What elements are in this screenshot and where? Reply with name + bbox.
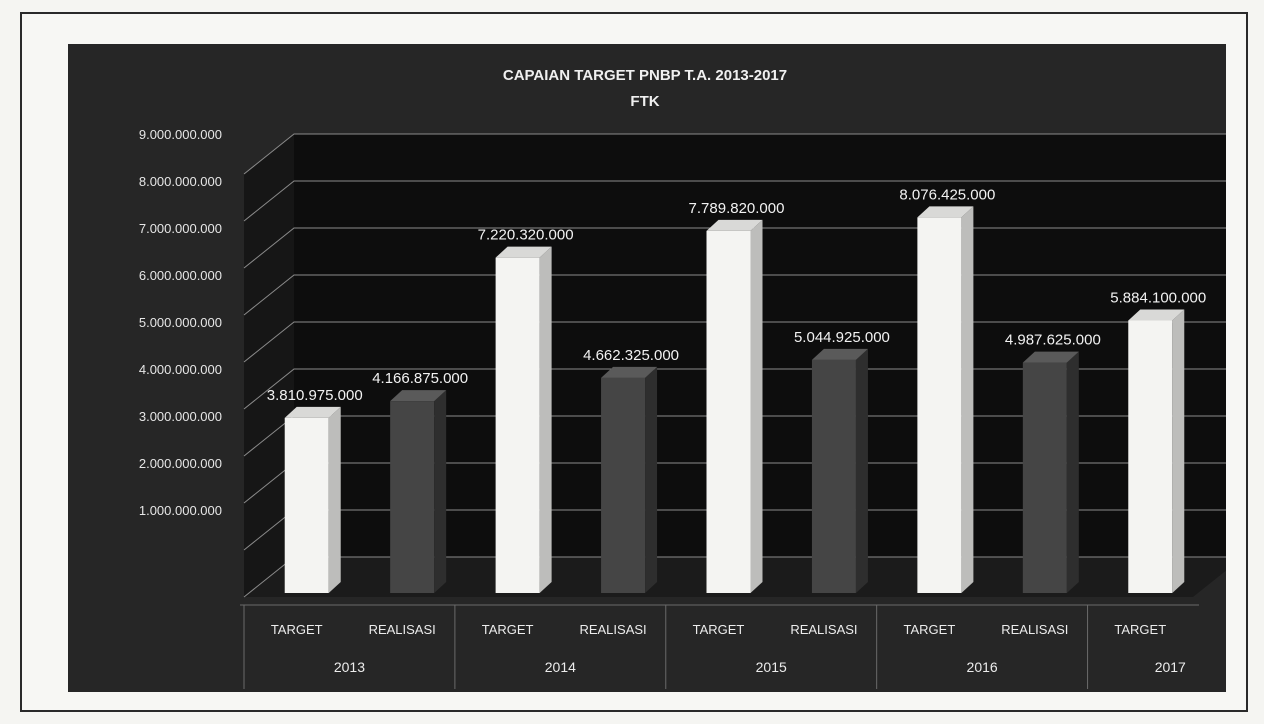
bar-front (1128, 320, 1172, 593)
chart-subtitle: FTK (630, 93, 659, 110)
bar-realisasi (812, 349, 868, 593)
bar-side (540, 247, 552, 593)
y-tick-label: 4.000.000.000 (139, 362, 222, 377)
bar-front (496, 258, 540, 593)
bar-target (917, 206, 973, 593)
y-tick-label: 8.000.000.000 (139, 174, 222, 189)
y-tick-label: 5.000.000.000 (139, 315, 222, 330)
bar-front (601, 378, 645, 593)
bar-side (1172, 309, 1184, 593)
bar-side (329, 407, 341, 593)
bar-chart-3d: CAPAIAN TARGET PNBP T.A. 2013-2017 FTK 1… (68, 44, 1226, 692)
x-group-label: 2014 (545, 659, 576, 675)
bar-side (645, 367, 657, 593)
bar-front (707, 231, 751, 593)
x-category-label: TARGET (693, 622, 745, 637)
x-category-label: TARGET (271, 622, 323, 637)
data-label: 5.044.925.000 (794, 329, 890, 346)
y-axis-ticks: 1.000.000.000 2.000.000.000 3.000.000.000 4… (139, 127, 222, 518)
x-category-label: REALISASI (579, 622, 646, 637)
bar-target (707, 220, 763, 593)
bar-front (1023, 363, 1067, 593)
data-label: 3.810.975.000 (267, 387, 363, 404)
x-category-label: REALISASI (1001, 622, 1068, 637)
data-label: 4.166.875.000 (372, 370, 468, 387)
bar-side (961, 206, 973, 593)
y-tick-label: 1.000.000.000 (139, 503, 222, 518)
x-group-label: 2016 (967, 659, 998, 675)
bar-side (856, 349, 868, 593)
bar-target (285, 407, 341, 593)
bar-realisasi (390, 390, 446, 593)
bar-side (434, 390, 446, 593)
x-category-label: TARGET (1114, 622, 1166, 637)
bar-side (1067, 352, 1079, 593)
y-tick-label: 3.000.000.000 (139, 409, 222, 424)
data-label: 7.789.820.000 (689, 200, 785, 217)
data-label: 7.220.320.000 (478, 227, 574, 244)
chart-title: CAPAIAN TARGET PNBP T.A. 2013-2017 (503, 67, 787, 84)
bar-side (751, 220, 763, 593)
bar-front (285, 418, 329, 593)
data-label: 5.884.100.000 (1110, 289, 1206, 306)
chart-area: CAPAIAN TARGET PNBP T.A. 2013-2017 FTK 1… (68, 44, 1226, 692)
bar-realisasi (1023, 352, 1079, 593)
data-label: 4.662.325.000 (583, 347, 679, 364)
data-label: 4.987.625.000 (1005, 332, 1101, 349)
x-category-label: TARGET (904, 622, 956, 637)
x-category-label: TARGET (482, 622, 534, 637)
x-group-label: 2015 (756, 659, 787, 675)
y-tick-label: 7.000.000.000 (139, 221, 222, 236)
y-tick-label: 9.000.000.000 (139, 127, 222, 142)
data-label: 8.076.425.000 (899, 186, 995, 203)
bar-front (917, 217, 961, 593)
bar-front (812, 360, 856, 593)
bar-realisasi (601, 367, 657, 593)
x-category-label: REALISASI (790, 622, 857, 637)
bar-front (390, 401, 434, 593)
y-tick-label: 2.000.000.000 (139, 456, 222, 471)
y-tick-label: 6.000.000.000 (139, 268, 222, 283)
x-category-label: REALISASI (369, 622, 436, 637)
x-axis: TARGET REALISASI TARGET REALISASI TARGET REAL… (240, 605, 1199, 689)
x-group-label: 2013 (334, 659, 365, 675)
bar-target (1128, 309, 1184, 593)
bar-target (496, 247, 552, 593)
x-group-label: 2017 (1155, 659, 1186, 675)
